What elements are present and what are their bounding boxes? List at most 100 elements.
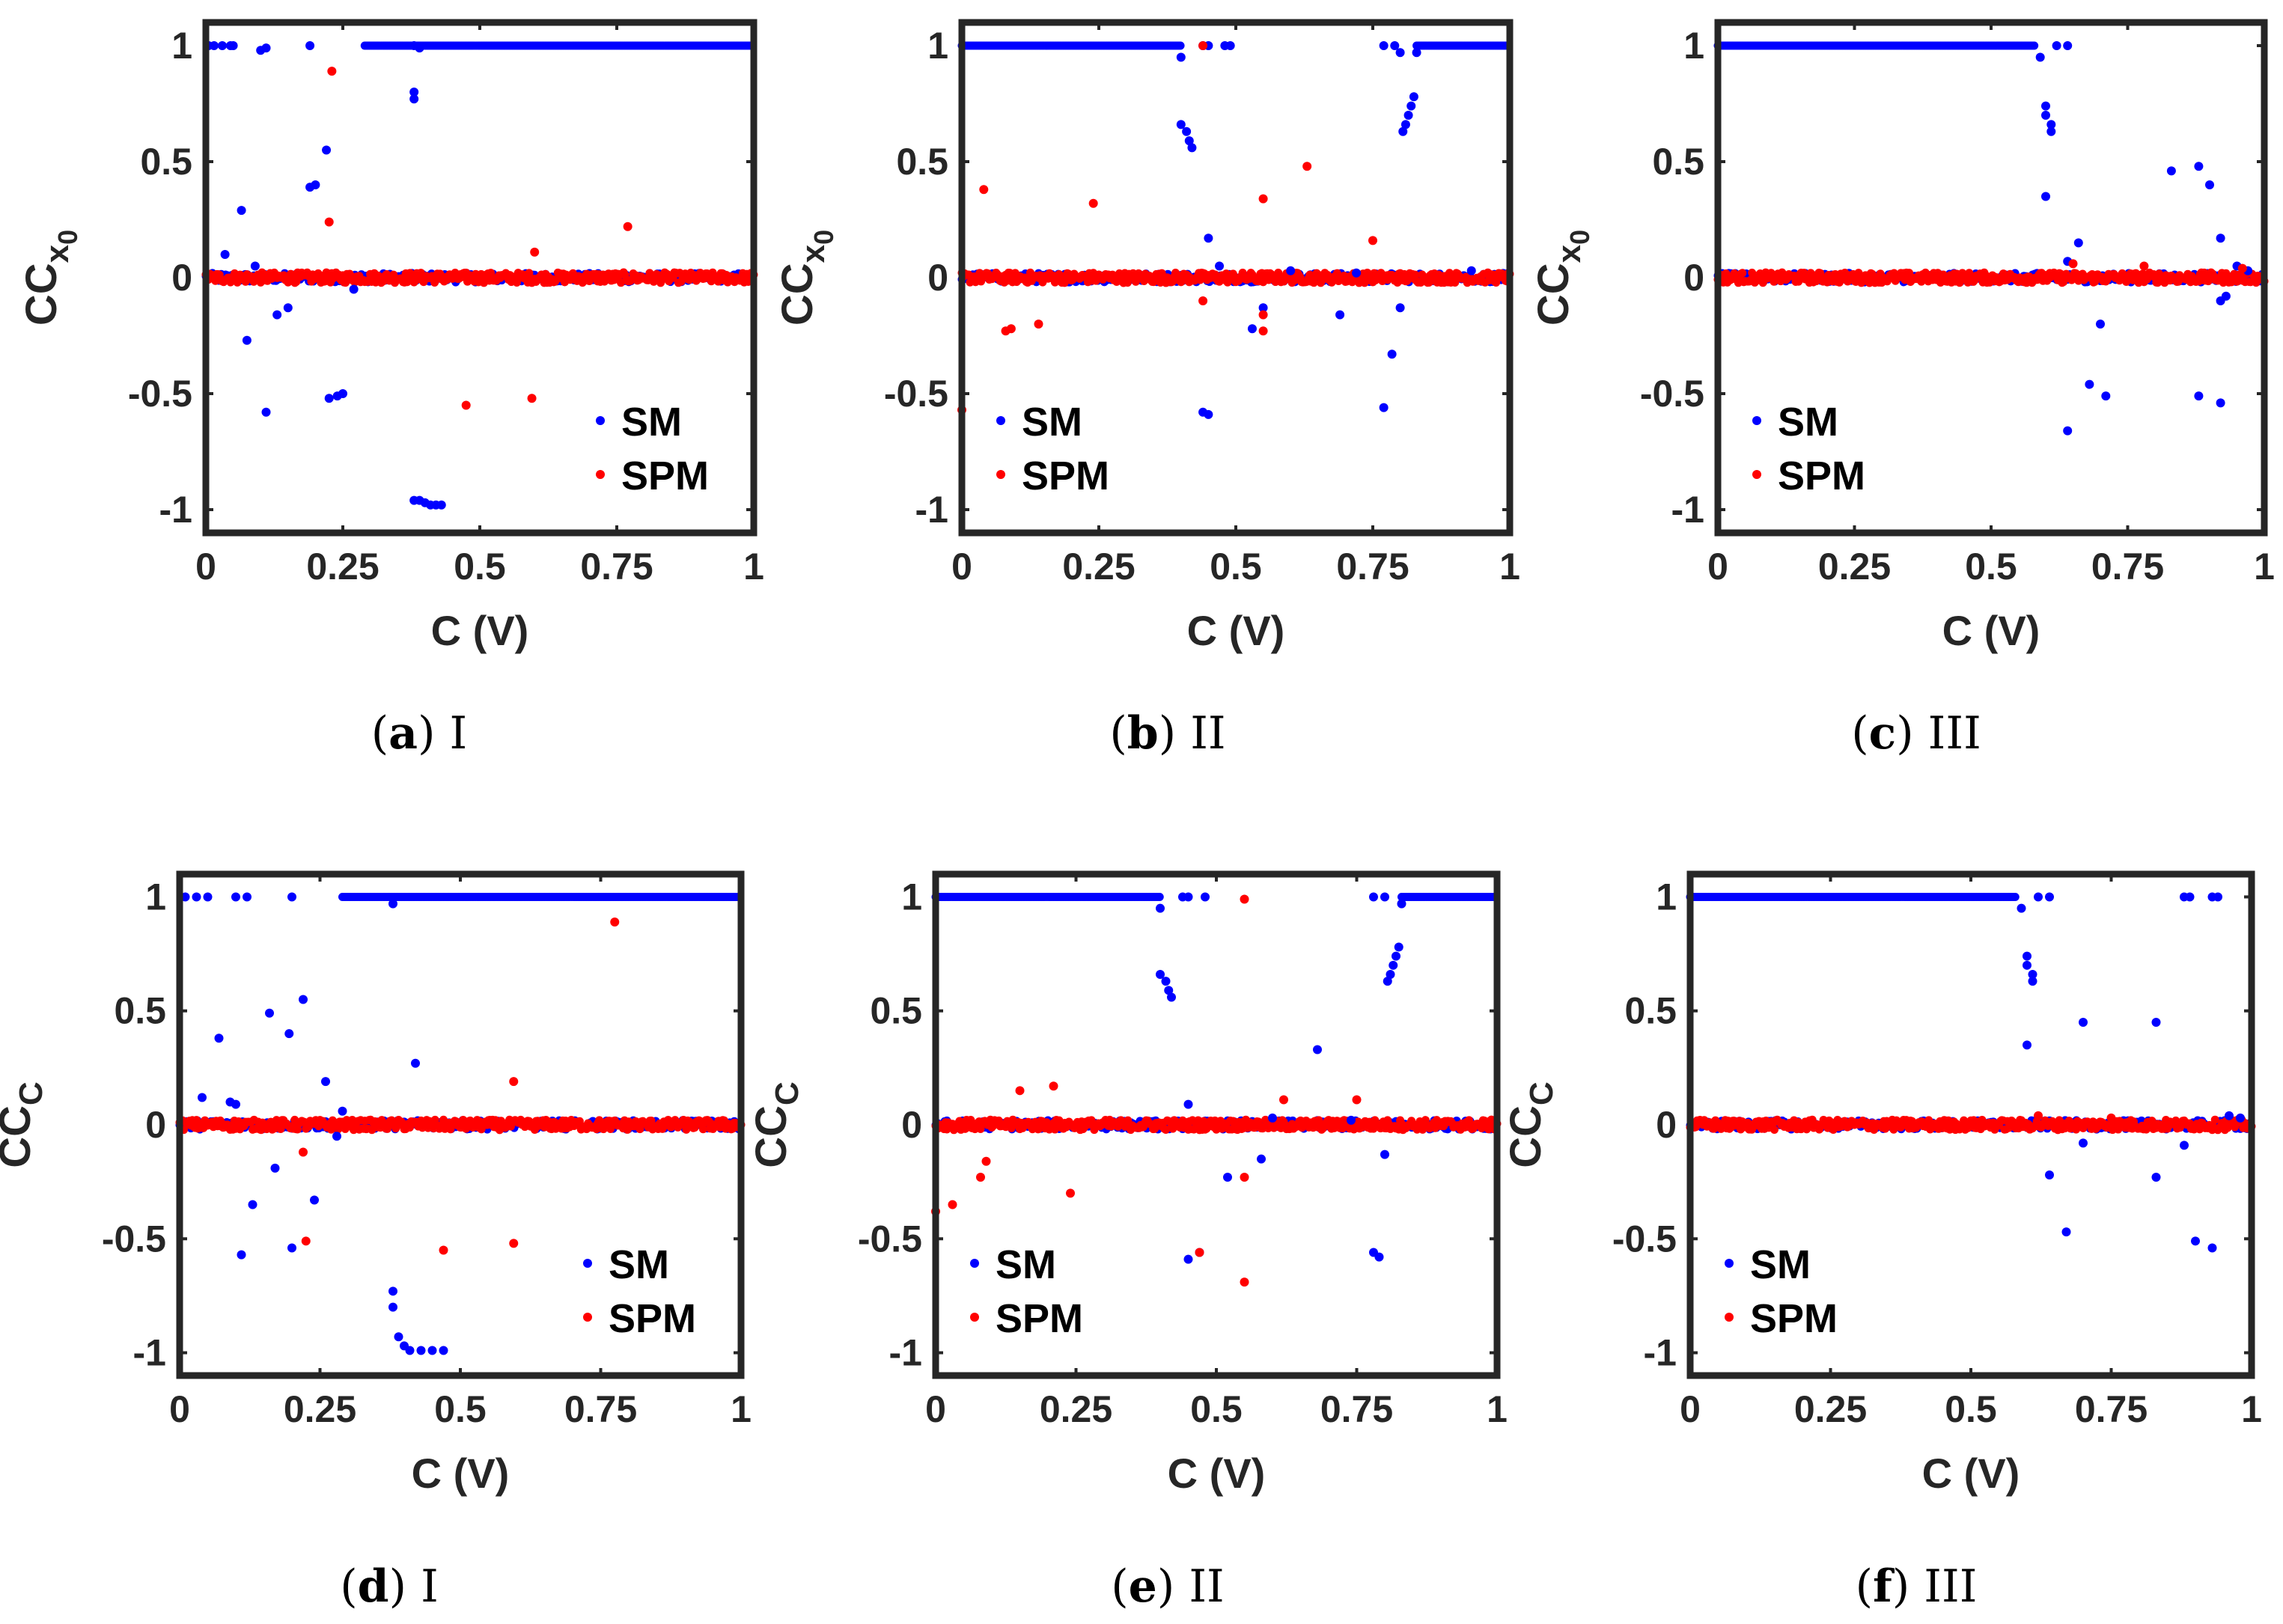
spm-point <box>1195 1248 1204 1257</box>
sm-point <box>436 500 446 510</box>
sm-point <box>1406 101 1416 111</box>
spm-point <box>439 1245 448 1255</box>
sm-point <box>1258 303 1268 313</box>
sm-point <box>228 41 238 50</box>
spm-point <box>1279 1095 1288 1105</box>
sm-point <box>250 261 260 271</box>
x-tick-label: 1 <box>1499 546 1520 587</box>
legend-entry: SPM <box>1022 454 1109 498</box>
sm-point <box>243 892 252 902</box>
sm-point <box>248 1200 257 1209</box>
sm-point <box>2063 426 2073 436</box>
sm-point <box>2041 101 2050 111</box>
data-points <box>1713 41 2269 436</box>
sm-point <box>1176 41 1185 50</box>
sm-point <box>322 145 332 155</box>
spm-point <box>981 1156 991 1166</box>
spm-point <box>976 1173 985 1182</box>
sm-point <box>242 335 252 345</box>
sm-point <box>338 389 347 398</box>
sm-point <box>1156 903 1165 913</box>
x-tick-label: 0.25 <box>306 546 379 587</box>
y-tick-label: 1 <box>901 876 922 918</box>
x-tick-label: 0 <box>1680 1388 1701 1430</box>
x-tick-label: 0.25 <box>1062 546 1135 587</box>
sm-point <box>2205 180 2214 189</box>
data-points <box>1686 892 2256 1253</box>
sm-point <box>1223 1173 1232 1182</box>
sm-point <box>2101 391 2111 401</box>
sm-point <box>1183 892 1193 902</box>
legend-spm-marker <box>1752 470 1761 479</box>
sm-point <box>1390 41 1400 50</box>
spm-point <box>525 269 534 278</box>
y-tick-label: -0.5 <box>128 373 192 415</box>
spm-point <box>299 1147 308 1157</box>
spm-point <box>1258 310 1268 320</box>
spm-point <box>1411 270 1420 279</box>
sm-point <box>1389 960 1398 970</box>
sm-point <box>388 899 397 909</box>
legend-entry: SM <box>621 400 682 445</box>
spm-point <box>1794 277 1803 286</box>
panel-caption: (a) I <box>371 707 468 760</box>
sm-point <box>2073 238 2083 248</box>
x-tick-label: 0.25 <box>1818 546 1891 587</box>
spm-point <box>509 1239 519 1248</box>
sm-point <box>1247 324 1257 334</box>
legend-spm-marker <box>583 1313 592 1322</box>
sm-point <box>1176 52 1186 62</box>
sm-point <box>409 88 419 97</box>
x-axis-label: C (V) <box>1168 1450 1266 1497</box>
sm-point <box>439 1346 448 1355</box>
spm-point <box>979 185 989 195</box>
spm-point <box>530 247 540 257</box>
sm-point <box>1395 48 1405 58</box>
spm-point <box>1738 269 1747 278</box>
y-tick-label: -0.5 <box>858 1218 922 1260</box>
sm-point <box>214 1034 224 1043</box>
x-tick-label: 0 <box>1707 546 1728 587</box>
spm-point <box>1258 194 1268 204</box>
y-tick-label: 0 <box>1683 257 1704 299</box>
sm-point <box>1409 92 1418 102</box>
spm-point <box>2139 261 2149 271</box>
axes-frame <box>176 870 745 1379</box>
axes-frame <box>958 19 1514 537</box>
x-tick-label: 0.25 <box>1794 1388 1867 1430</box>
spm-point <box>623 222 633 231</box>
x-tick-label: 0.5 <box>454 546 506 587</box>
x-tick-label: 0.75 <box>2091 546 2164 587</box>
sm-point <box>1182 126 1192 136</box>
sm-point <box>2085 379 2094 389</box>
sm-point <box>411 1058 420 1068</box>
sm-point <box>310 1195 319 1205</box>
sm-point <box>1155 892 1164 901</box>
sm-point <box>1392 951 1400 961</box>
spm-point <box>1309 278 1318 287</box>
sm-point <box>2041 111 2050 120</box>
sm-point <box>1398 126 1408 136</box>
y-tick-label: -0.5 <box>1640 373 1704 415</box>
spm-point <box>1240 1277 1249 1287</box>
sm-point <box>1183 1254 1193 1264</box>
y-tick-label: 1 <box>1683 25 1704 67</box>
sm-point <box>1156 970 1165 979</box>
sm-point <box>405 1346 415 1355</box>
panel-c: 0 0.25 0.5 0.75 110.50-0.5-1C (V)CCx0SMSPM(c… <box>1529 19 2275 760</box>
legend-entry: SPM <box>996 1296 1083 1341</box>
sm-point <box>284 1029 294 1039</box>
sm-point <box>2063 41 2073 50</box>
x-tick-label: 0.25 <box>284 1388 356 1430</box>
sm-point <box>2216 398 2225 408</box>
sm-point <box>1176 120 1186 129</box>
spm-point <box>1049 1081 1058 1091</box>
spm-point <box>1451 278 1460 287</box>
x-tick-label: 1 <box>731 1388 752 1430</box>
sm-point <box>2041 192 2050 201</box>
panel-f: 0 0.25 0.5 0.75 110.50-0.5-1C (V)CCCSMSPM(f)… <box>1502 870 2262 1613</box>
sm-point <box>1335 310 1345 320</box>
sm-point <box>2046 120 2056 129</box>
